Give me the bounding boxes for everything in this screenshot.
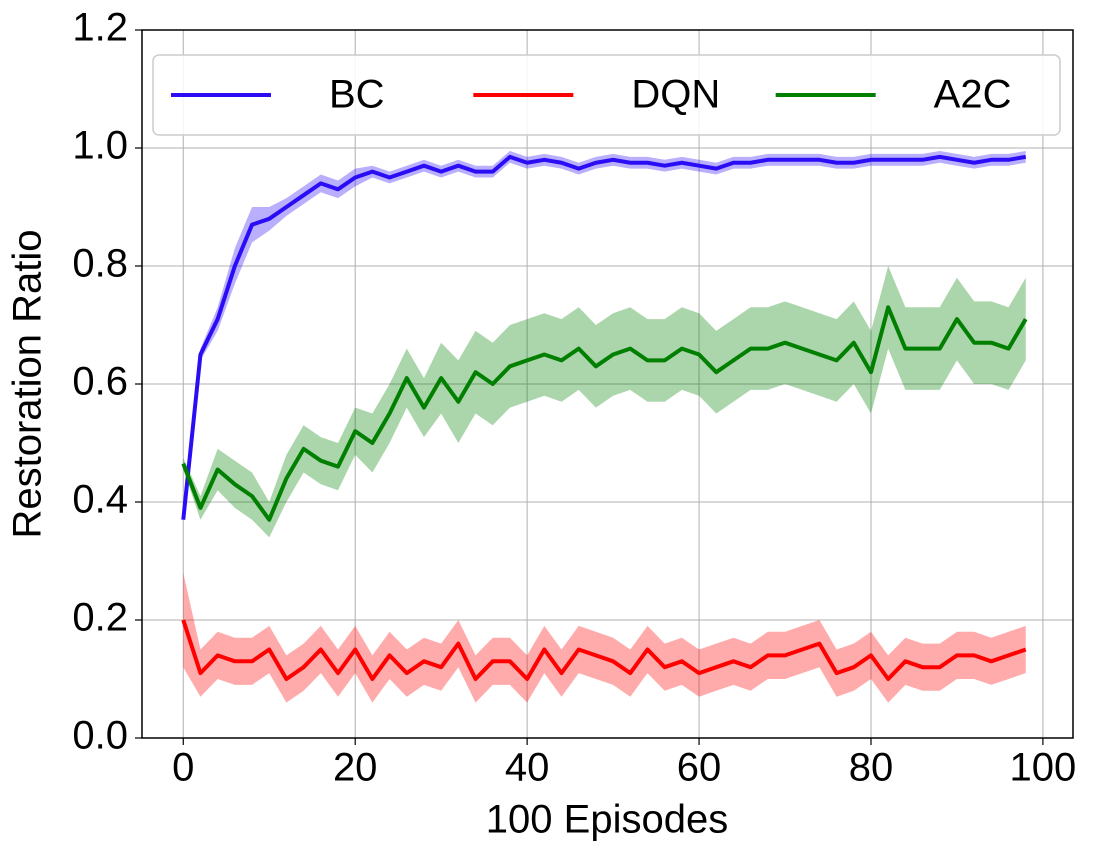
y-tick-label: 1.2 (72, 6, 128, 50)
x-tick-label: 20 (333, 746, 378, 790)
x-tick-label: 60 (677, 746, 722, 790)
y-tick-label: 0.8 (72, 242, 128, 286)
x-axis-label: 100 Episodes (486, 798, 728, 842)
y-tick-label: 0.4 (72, 478, 128, 522)
legend-label: DQN (631, 73, 720, 117)
line (181, 305, 1028, 522)
line (181, 619, 1027, 681)
y-tick-label: 1.0 (72, 124, 128, 168)
line (181, 154, 1027, 520)
legend-label: BC (329, 73, 385, 117)
y-tick-label: 0.2 (72, 596, 128, 640)
legend-label: A2C (934, 73, 1012, 117)
y-tick-label: 0.6 (72, 360, 128, 404)
x-tick-label: 0 (172, 746, 194, 790)
error-band (183, 266, 1026, 538)
y-axis-label: Restoration Ratio (6, 229, 50, 538)
x-tick-label: 80 (849, 746, 894, 790)
plot-frame (141, 29, 1074, 739)
x-tick-label: 100 (1010, 746, 1077, 790)
legend-box (152, 54, 1061, 136)
x-tick-label: 40 (505, 746, 550, 790)
error-band (183, 572, 1026, 703)
y-tick-label: 0.0 (72, 714, 128, 758)
